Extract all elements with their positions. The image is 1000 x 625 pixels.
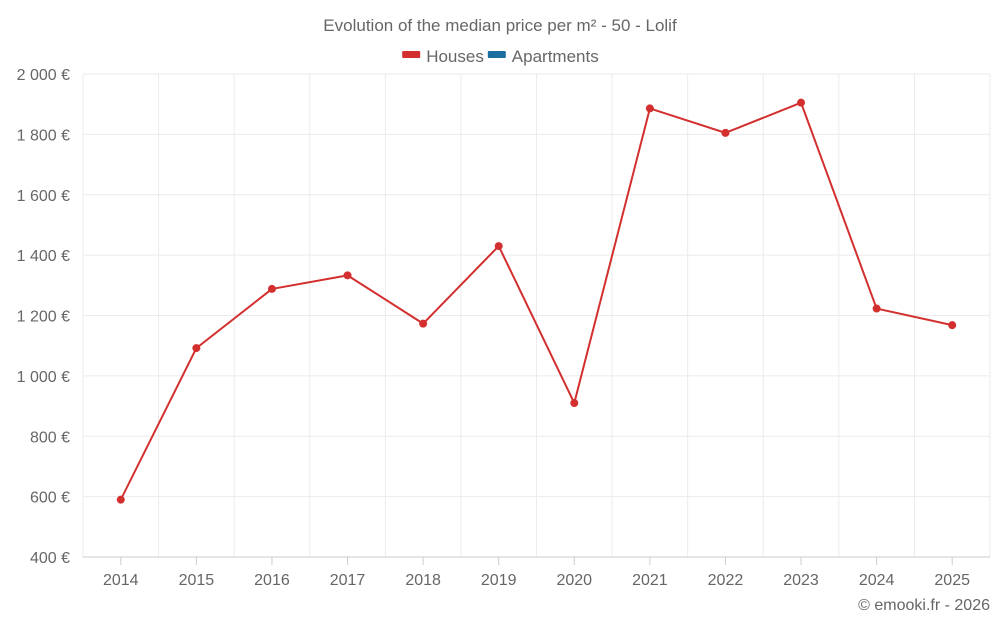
y-tick-label: 1 400 € (17, 248, 70, 265)
credit-text: © emooki.fr - 2026 (858, 597, 990, 614)
y-tick-label: 1 000 € (17, 369, 70, 386)
x-tick-label: 2016 (254, 572, 290, 589)
x-tick-label: 2019 (481, 572, 517, 589)
data-point-houses (192, 344, 201, 353)
data-point-houses (721, 128, 730, 137)
x-tick-label: 2020 (556, 572, 592, 589)
data-point-houses (116, 495, 125, 504)
y-tick-label: 600 € (30, 490, 70, 507)
x-tick-label: 2025 (934, 572, 970, 589)
y-tick-label: 400 € (30, 550, 70, 567)
data-point-houses (267, 284, 276, 293)
legend-label-houses: Houses (426, 47, 484, 66)
data-point-houses (419, 319, 428, 328)
y-tick-label: 1 600 € (17, 188, 70, 205)
x-tick-label: 2023 (783, 572, 819, 589)
y-tick-label: 800 € (30, 429, 70, 446)
data-point-houses (570, 399, 579, 408)
data-point-houses (343, 271, 352, 280)
x-tick-label: 2021 (632, 572, 668, 589)
x-tick-label: 2018 (405, 572, 441, 589)
x-tick-label: 2022 (708, 572, 744, 589)
x-tick-label: 2015 (179, 572, 215, 589)
grid (82, 73, 991, 557)
x-axis-ticks: 2014 2015 2016 2017 2018 2019 2020 2021 2022 2023… (103, 557, 970, 589)
y-tick-label: 1 200 € (17, 309, 70, 326)
series (116, 98, 957, 504)
y-tick-label: 1 800 € (17, 127, 70, 144)
x-tick-label: 2014 (103, 572, 139, 589)
data-point-houses (645, 104, 654, 113)
data-point-houses (797, 98, 806, 107)
y-tick-label: 2 000 € (17, 67, 70, 84)
chart-title: Evolution of the median price per m² - 5… (323, 16, 677, 35)
legend-swatch-apartments (487, 51, 506, 58)
y-axis-ticks: 400 € 600 € 800 € 1 000 € 1 200 € 1 400 € 1 60… (17, 67, 70, 567)
legend: Houses Apartments (402, 47, 599, 66)
data-point-houses (872, 304, 881, 313)
series-line-houses (119, 101, 953, 501)
x-tick-label: 2017 (330, 572, 366, 589)
data-point-houses (948, 321, 957, 330)
legend-swatch-houses (402, 51, 421, 58)
data-point-houses (494, 242, 503, 251)
x-tick-label: 2024 (859, 572, 895, 589)
legend-label-apartments: Apartments (512, 47, 599, 66)
